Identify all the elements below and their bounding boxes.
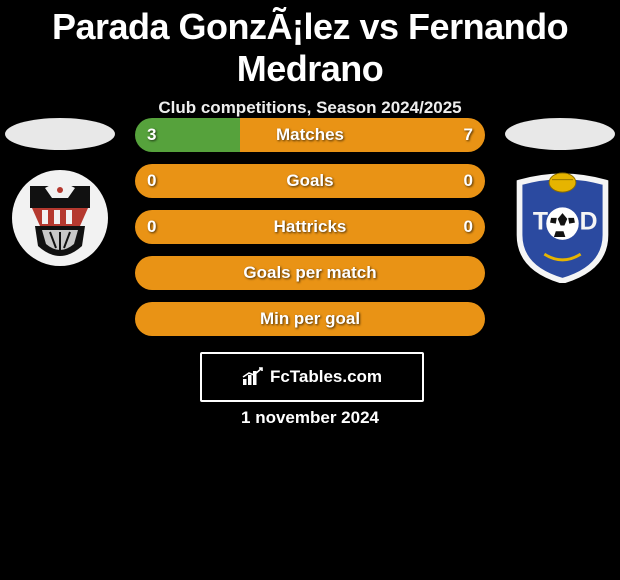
stats-column: Matches37Goals00Hattricks00Goals per mat… [135, 118, 485, 348]
stat-left-value: 0 [147, 164, 156, 198]
stat-right-value: 0 [464, 210, 473, 244]
stat-left-value: 3 [147, 118, 156, 152]
stat-row: Min per goal [135, 302, 485, 336]
svg-text:T: T [533, 208, 548, 235]
brand-box: FcTables.com [200, 352, 424, 402]
chart-icon [242, 367, 264, 387]
brand-suffix: Tables.com [290, 367, 382, 386]
stat-row: Goals per match [135, 256, 485, 290]
page-subtitle: Club competitions, Season 2024/2025 [0, 98, 620, 118]
date-text: 1 november 2024 [0, 408, 620, 428]
left-name-plate [5, 118, 115, 150]
stat-label: Matches [135, 118, 485, 152]
left-club-crest [10, 168, 110, 268]
right-name-plate [505, 118, 615, 150]
stat-row: Matches3 7 [135, 118, 485, 152]
brand-text: FcTables.com [270, 367, 382, 387]
stat-label: Min per goal [135, 302, 485, 336]
svg-text:D: D [580, 208, 598, 235]
right-player-panel: T D [500, 118, 620, 268]
stat-label: Goals [135, 164, 485, 198]
stat-left-value: 0 [147, 210, 156, 244]
stat-right-value: 7 [464, 118, 473, 152]
left-player-panel [0, 118, 120, 268]
page-title: Parada GonzÃ¡lez vs Fernando Medrano [0, 0, 620, 90]
stat-row: Hattricks0 0 [135, 210, 485, 244]
right-club-crest: T D [510, 168, 610, 268]
brand-prefix: Fc [270, 367, 290, 386]
stat-label: Hattricks [135, 210, 485, 244]
stat-row: Goals0 0 [135, 164, 485, 198]
stat-label: Goals per match [135, 256, 485, 290]
stat-right-value: 0 [464, 164, 473, 198]
